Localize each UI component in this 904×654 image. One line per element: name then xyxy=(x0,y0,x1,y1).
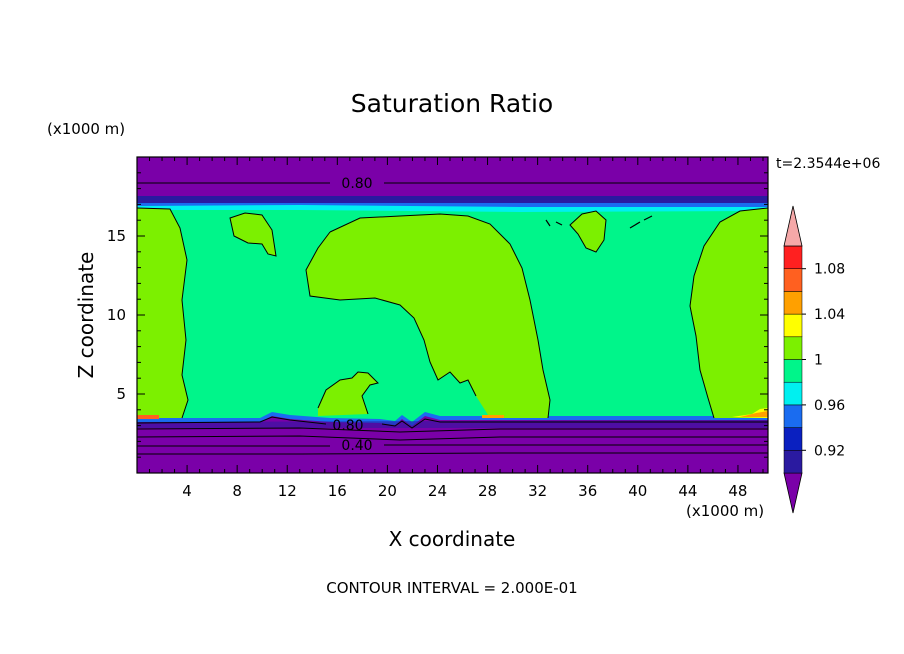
colorbar-label: 1.08 xyxy=(814,262,845,278)
patch-central-large xyxy=(306,214,550,418)
x-tick-label: 4 xyxy=(182,482,192,500)
colorbar-min-arrow xyxy=(783,472,803,514)
contour-lines xyxy=(136,182,769,455)
time-label: t=2.3544e+06 xyxy=(776,156,880,172)
upper-blue-band xyxy=(137,203,768,208)
lower-blue-band xyxy=(137,412,768,426)
colorbar-label: 1 xyxy=(814,353,823,369)
upper-dry-layer xyxy=(137,157,768,203)
patch-lower-center xyxy=(318,372,378,416)
patch-small-left xyxy=(230,213,276,256)
y-axis-label: Z coordinate xyxy=(74,252,98,379)
colorbar-segment xyxy=(783,359,803,383)
x-unit-label: (x1000 m) xyxy=(686,502,764,520)
colorbar-segment xyxy=(783,404,803,428)
x-tick-label: 16 xyxy=(328,482,347,500)
patch-left xyxy=(137,208,188,418)
patch-orange-right xyxy=(740,411,768,417)
x-axis: 4 8 12 16 20 24 28 32 36 40 44 48 xyxy=(149,157,764,500)
y-axis: 5 10 15 xyxy=(107,172,768,458)
x-tick-label: 44 xyxy=(678,482,697,500)
upper-dark-blue-band xyxy=(137,196,768,203)
x-tick-label: 36 xyxy=(578,482,597,500)
y-tick-label: 15 xyxy=(107,227,126,245)
x-tick-label: 24 xyxy=(428,482,447,500)
colorbar-segment xyxy=(783,245,803,269)
colorbar: 0.92 0.96 1 1.04 1.08 xyxy=(783,205,845,514)
contour-interval-note: CONTOUR INTERVAL = 2.000E-01 xyxy=(326,579,577,597)
y-unit-label: (x1000 m) xyxy=(47,120,125,138)
x-tick-label: 48 xyxy=(728,482,747,500)
colorbar-segment xyxy=(783,291,803,315)
colorbar-label: 0.92 xyxy=(814,443,845,459)
patch-orange-mid xyxy=(482,415,504,418)
x-tick-label: 32 xyxy=(528,482,547,500)
upper-cyan-band xyxy=(137,205,768,212)
colorbar-segment xyxy=(783,268,803,292)
chart-title: Saturation Ratio xyxy=(351,89,553,118)
colorbar-max-arrow xyxy=(783,205,803,247)
colorbar-label: 0.96 xyxy=(814,398,845,414)
colorbar-segment xyxy=(783,313,803,338)
contour-label-lower-080: 0.80 xyxy=(332,418,363,434)
x-tick-label: 12 xyxy=(278,482,297,500)
y-tick-label: 5 xyxy=(116,385,126,403)
contour-label-lower-040: 0.40 xyxy=(341,438,372,454)
x-tick-label: 8 xyxy=(232,482,242,500)
x-axis-label: X coordinate xyxy=(389,527,516,551)
colorbar-segment xyxy=(783,450,803,474)
x-tick-label: 28 xyxy=(478,482,497,500)
plot-area: 0.80 0.80 0.40 xyxy=(136,156,769,474)
colorbar-segment xyxy=(783,381,803,406)
y-tick-label: 10 xyxy=(107,306,126,324)
colorbar-label: 1.04 xyxy=(814,307,845,323)
contour-label-upper: 0.80 xyxy=(341,176,372,192)
x-tick-label: 40 xyxy=(628,482,647,500)
x-tick-label: 20 xyxy=(378,482,397,500)
colorbar-segment xyxy=(783,427,803,451)
patch-small-right xyxy=(570,211,606,252)
patch-right xyxy=(690,208,768,418)
colorbar-segment xyxy=(783,336,803,360)
patch-orange-left xyxy=(137,415,159,419)
